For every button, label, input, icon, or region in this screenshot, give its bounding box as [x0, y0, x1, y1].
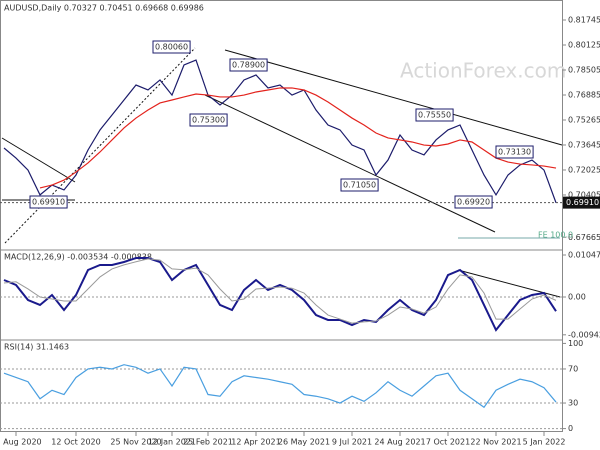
x-tick-label: 9 Jul 2021	[332, 438, 372, 447]
x-tick-label: 12 Jan 2021	[148, 438, 196, 447]
series-line	[3, 364, 557, 409]
annotation: FE 100.0	[538, 231, 573, 240]
macd-title: MACD(12,26,9) -0.003534 -0.000838	[4, 253, 152, 262]
x-tick-label: 25 Nov 2020	[110, 438, 161, 447]
y-tick-label: -0.009426	[568, 330, 600, 339]
y-tick-label: 0.70405	[568, 190, 600, 199]
annotation-box	[415, 108, 454, 122]
series-line	[3, 257, 557, 332]
y-tick-label: 100	[568, 339, 583, 348]
x-tick-label: 25 Feb 2021	[183, 438, 233, 447]
annotation: 0.75550	[418, 111, 451, 120]
series-line	[3, 258, 557, 324]
rsi-title: RSI(14) 31.1463	[4, 343, 69, 352]
y-tick-label: 30	[568, 399, 578, 408]
y-tick-label: 0.73645	[568, 140, 600, 149]
y-tick-label: 0.76885	[568, 90, 600, 99]
annotation-box	[29, 195, 68, 209]
watermark: ActionForex.com	[400, 59, 566, 83]
annotation: 0.71050	[343, 181, 376, 190]
y-tick-label: 0.81745	[568, 15, 600, 24]
series-line	[3, 59, 557, 203]
y-tick-label: 0	[568, 424, 573, 433]
y-tick-label: 70	[568, 364, 578, 373]
current-price-label: 0.69910	[566, 198, 599, 207]
y-tick-label: 0.00	[568, 293, 586, 302]
annotation-box	[495, 145, 534, 159]
annotation-box	[340, 178, 379, 192]
annotation: 0.69910	[32, 198, 65, 207]
annotation-box	[152, 40, 191, 54]
price-title: AUDUSD,Daily 0.70327 0.70451 0.69668 0.6…	[4, 4, 204, 13]
y-tick-label: 0.75265	[568, 115, 600, 124]
x-tick-label: 12 Apr 2021	[231, 438, 280, 447]
annotation-box	[229, 58, 268, 72]
annotation-box	[189, 113, 228, 127]
x-tick-label: 22 Nov 2021	[470, 438, 521, 447]
y-tick-label: 0.67665	[568, 233, 600, 242]
annotation: 0.73130	[498, 148, 531, 157]
x-tick-label: 26 May 2021	[278, 438, 330, 447]
annotation-box	[454, 195, 493, 209]
x-tick-label: 27 Aug 2020	[0, 438, 42, 447]
y-tick-label: 0.80125	[568, 40, 600, 49]
x-tick-label: 7 Oct 2021	[426, 438, 470, 447]
frame	[0, 0, 563, 432]
x-tick-label: 12 Oct 2020	[51, 438, 100, 447]
current-price-tag	[563, 196, 600, 209]
y-tick-label: 0.78505	[568, 65, 600, 74]
x-tick-label: 24 Aug 2021	[374, 438, 425, 447]
y-tick-label: 0.72025	[568, 165, 600, 174]
annotation: 0.78900	[232, 61, 265, 70]
annotation: 0.80060	[155, 43, 188, 52]
x-tick-label: 5 Jan 2022	[523, 438, 566, 447]
annotation: 0.69920	[457, 198, 490, 207]
series-line	[39, 87, 557, 189]
annotation: 0.75300	[192, 116, 225, 125]
y-tick-label: 0.010472	[568, 251, 600, 260]
